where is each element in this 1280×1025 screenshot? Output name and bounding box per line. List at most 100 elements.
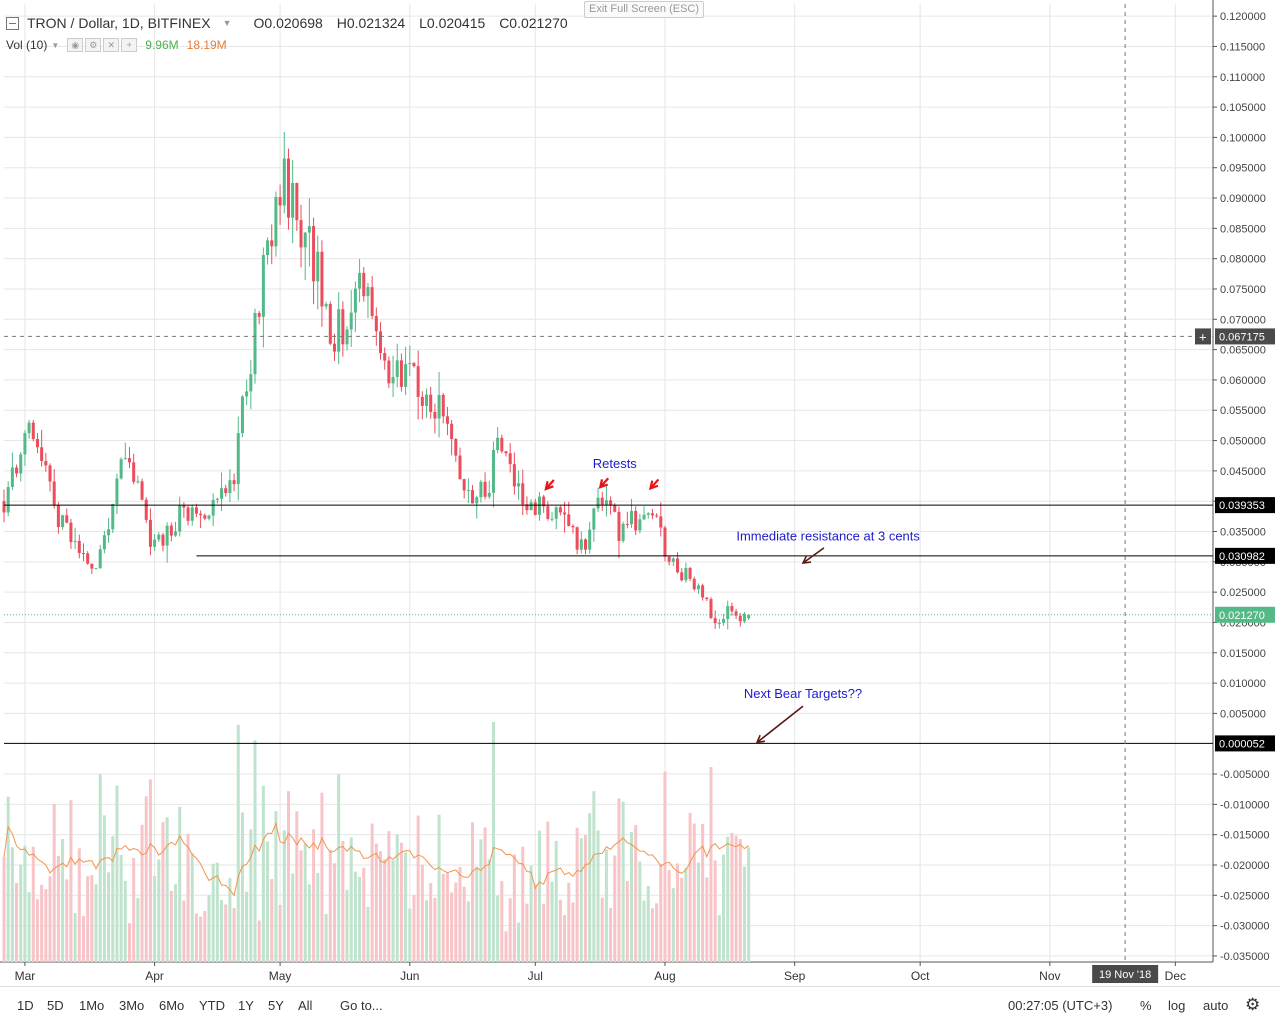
volume-bar xyxy=(583,835,587,962)
symbol-label[interactable]: TRON / Dollar, 1D, BITFINEX xyxy=(27,15,211,31)
candle-body xyxy=(299,220,303,248)
eye-icon[interactable]: ◉ xyxy=(67,38,84,52)
candle-body xyxy=(61,515,65,528)
volume-bar xyxy=(617,798,621,962)
range-1mo[interactable]: 1Mo xyxy=(79,998,105,1013)
volume-bar xyxy=(90,875,94,962)
candle-body xyxy=(508,453,512,465)
bear-target-arrow xyxy=(755,705,804,744)
volume-bar xyxy=(236,724,240,962)
volume-ma-line xyxy=(3,822,749,897)
volume-bar xyxy=(399,842,403,962)
candle-body xyxy=(349,312,353,330)
price-chart[interactable]: 0.120000 0.115000 0.110000 0.105000 0.100000… xyxy=(0,0,1280,986)
candle-body xyxy=(341,309,345,345)
y-tick-label: 0.115000 xyxy=(1220,41,1265,53)
candle-body xyxy=(245,391,249,397)
volume-bar xyxy=(2,857,6,962)
y-tick-label: 0.075000 xyxy=(1220,284,1266,296)
candle-body xyxy=(65,515,69,523)
level-price-tag xyxy=(1215,497,1275,514)
volume-bar xyxy=(487,859,491,962)
volume-bar xyxy=(65,879,69,962)
range-ytd[interactable]: YTD xyxy=(199,998,225,1013)
volume-bar xyxy=(554,840,558,962)
candle-body xyxy=(320,251,324,307)
candle-body xyxy=(312,226,316,282)
volume-bar xyxy=(186,833,190,962)
volume-bar xyxy=(425,900,429,962)
candle-body xyxy=(684,567,688,581)
volume-bar xyxy=(169,890,173,962)
volume-bar xyxy=(613,855,617,962)
y-tick-label: 0.015000 xyxy=(1220,648,1266,660)
candle-body xyxy=(726,606,730,620)
volume-value: 9.96M xyxy=(145,38,179,52)
collapse-legend-icon[interactable] xyxy=(6,16,19,30)
candle-body xyxy=(575,527,579,550)
volume-bar xyxy=(391,860,395,962)
candle-body xyxy=(102,535,106,550)
volume-bar xyxy=(387,831,391,962)
percent-toggle[interactable]: % xyxy=(1140,998,1152,1013)
candle-body xyxy=(174,531,178,536)
log-toggle[interactable]: log xyxy=(1168,998,1186,1013)
chart-legend: TRON / Dollar, 1D, BITFINEX ▼ O0.020698 … xyxy=(6,14,578,32)
candle-body xyxy=(504,451,508,454)
candle-body xyxy=(634,511,638,531)
candle-body xyxy=(546,506,550,519)
crosshair-date-tag xyxy=(1092,965,1159,983)
candle-body xyxy=(705,597,709,600)
volume-bar xyxy=(15,882,19,962)
volume-bar xyxy=(642,900,646,962)
volume-bar xyxy=(211,863,215,962)
symbol-menu-icon[interactable]: ▼ xyxy=(222,18,232,28)
more-icon[interactable]: + xyxy=(121,38,138,52)
volume-bar xyxy=(127,923,132,962)
volume-bar xyxy=(659,863,663,962)
candle-body xyxy=(525,504,529,511)
volume-bar xyxy=(726,836,730,962)
volume-label[interactable]: Vol (10) xyxy=(6,38,48,52)
volume-bar xyxy=(165,817,169,962)
candle-body xyxy=(412,363,416,367)
volume-bar xyxy=(224,904,228,962)
candle-body xyxy=(496,437,500,451)
range-1d[interactable]: 1D xyxy=(17,998,34,1013)
candle-body xyxy=(747,614,751,619)
volume-bar xyxy=(596,830,600,962)
range-6mo[interactable]: 6Mo xyxy=(159,998,185,1013)
volume-bar xyxy=(10,847,14,962)
candle-body xyxy=(617,511,621,541)
gear-icon[interactable]: ⚙ xyxy=(1245,995,1261,1014)
exit-fullscreen-button[interactable]: Exit Full Screen (ESC) xyxy=(584,1,704,18)
volume-bar xyxy=(701,823,705,962)
level-price-label: 0.039353 xyxy=(1219,500,1265,512)
volume-menu-icon[interactable]: ▼ xyxy=(51,40,60,50)
volume-bar xyxy=(27,892,31,962)
candle-body xyxy=(136,481,140,483)
x-tick-label: Dec xyxy=(1165,969,1186,983)
candle-body xyxy=(132,462,136,482)
candle-body xyxy=(94,568,98,570)
range-1y[interactable]: 1Y xyxy=(238,998,254,1013)
range-3mo[interactable]: 3Mo xyxy=(119,998,145,1013)
range-all[interactable]: All xyxy=(298,998,313,1013)
candle-body xyxy=(592,508,596,530)
candle-body xyxy=(533,502,537,515)
low-value: L0.020415 xyxy=(419,15,486,31)
settings-icon[interactable]: ⚙ xyxy=(85,38,102,52)
goto-button[interactable]: Go to... xyxy=(340,998,383,1013)
auto-toggle[interactable]: auto xyxy=(1203,998,1229,1013)
close-icon[interactable]: ✕ xyxy=(103,38,120,52)
volume-bar xyxy=(525,903,529,962)
volume-bar xyxy=(734,835,738,962)
clock[interactable]: 00:27:05 (UTC+3) xyxy=(1008,998,1113,1013)
candle-body xyxy=(738,615,742,622)
volume-bar xyxy=(174,884,178,962)
volume-bar xyxy=(696,862,700,962)
range-5d[interactable]: 5D xyxy=(47,998,64,1013)
candle-body xyxy=(655,515,659,517)
range-5y[interactable]: 5Y xyxy=(268,998,284,1013)
volume-bar xyxy=(625,881,629,962)
